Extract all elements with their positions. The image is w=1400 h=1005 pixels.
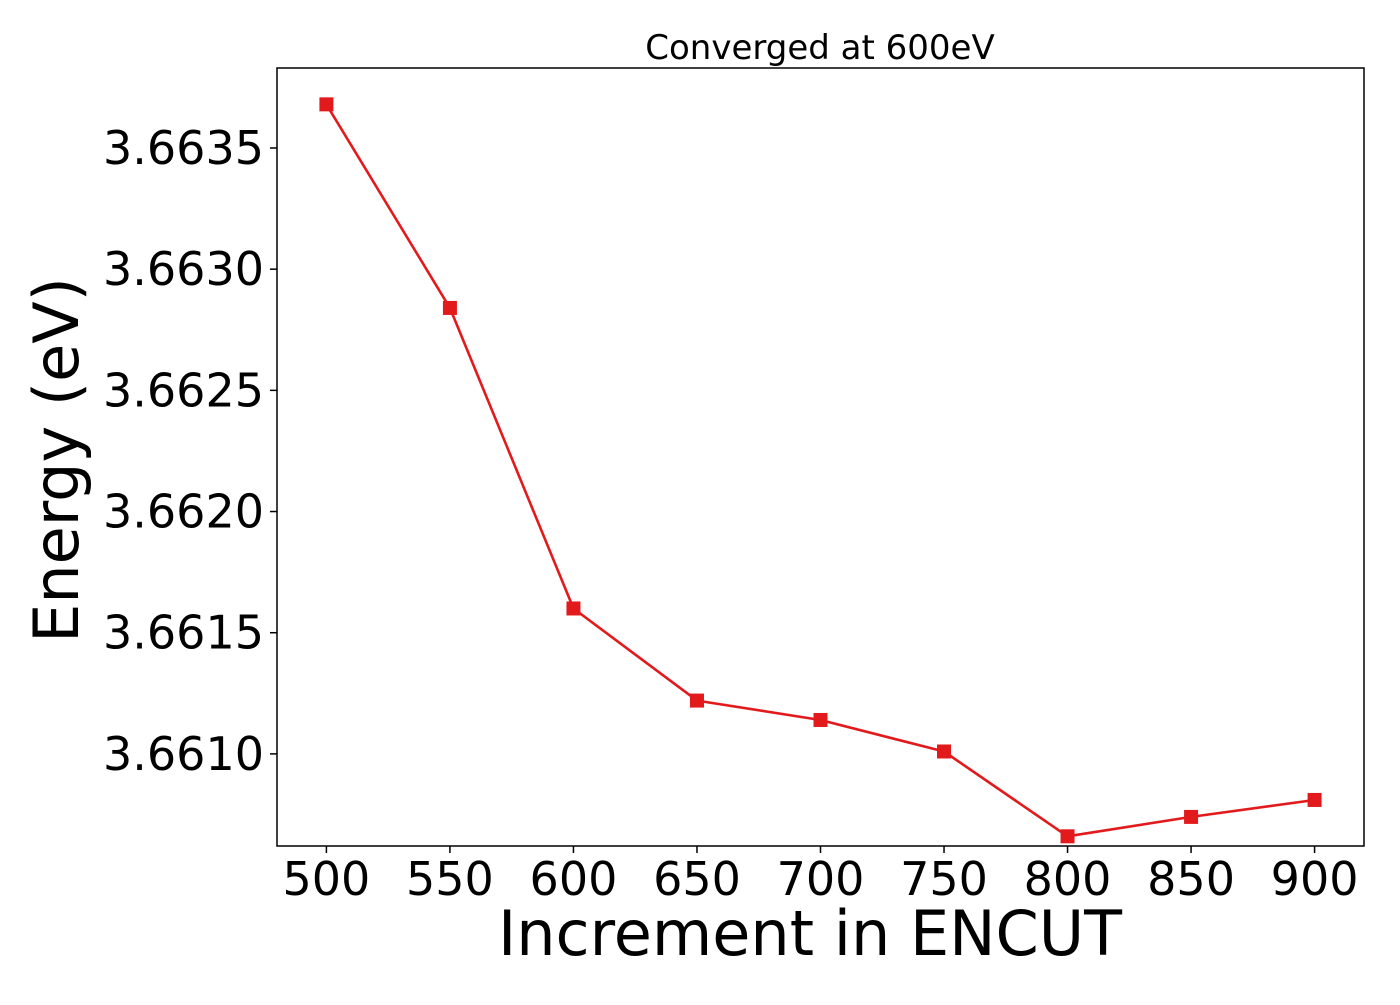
x-tick-label: 550 [406,852,494,906]
y-axis-ticks: 3.6610 3.6615 3.6620 3.6625 3.6630 3.6635 [103,121,277,781]
series-layer [319,97,1322,844]
y-tick-label: 3.6615 [103,606,264,660]
data-point-marker [1307,792,1322,807]
x-tick-label: 800 [1024,852,1112,906]
y-tick-label: 3.6610 [103,727,264,781]
data-point-marker [813,712,828,727]
x-tick-label: 600 [530,852,618,906]
data-point-marker [566,601,581,616]
x-tick-label: 700 [777,852,865,906]
x-tick-label: 750 [900,852,988,906]
data-point-marker [319,97,334,112]
x-tick-label: 650 [653,852,741,906]
x-tick-label: 850 [1147,852,1235,906]
y-tick-label: 3.6620 [103,485,264,539]
plot-frame [276,67,1365,847]
y-tick-label: 3.6625 [103,363,264,417]
x-axis-title: Increment in ENCUT [498,897,1123,970]
chart-title: Converged at 600eV [645,28,994,68]
x-tick-label: 500 [283,852,371,906]
x-axis-ticks: 500 550 600 650 700 750 800 850 900 [283,846,1359,906]
y-tick-label: 3.6630 [103,242,264,296]
y-tick-label: 3.6635 [103,121,264,175]
data-point-marker [937,744,952,759]
data-point-marker [1060,829,1075,844]
data-point-marker [689,693,704,708]
x-tick-label: 900 [1271,852,1359,906]
data-point-marker [1184,809,1199,824]
data-point-marker [442,300,457,315]
y-axis-title: Energy (eV) [20,277,93,643]
